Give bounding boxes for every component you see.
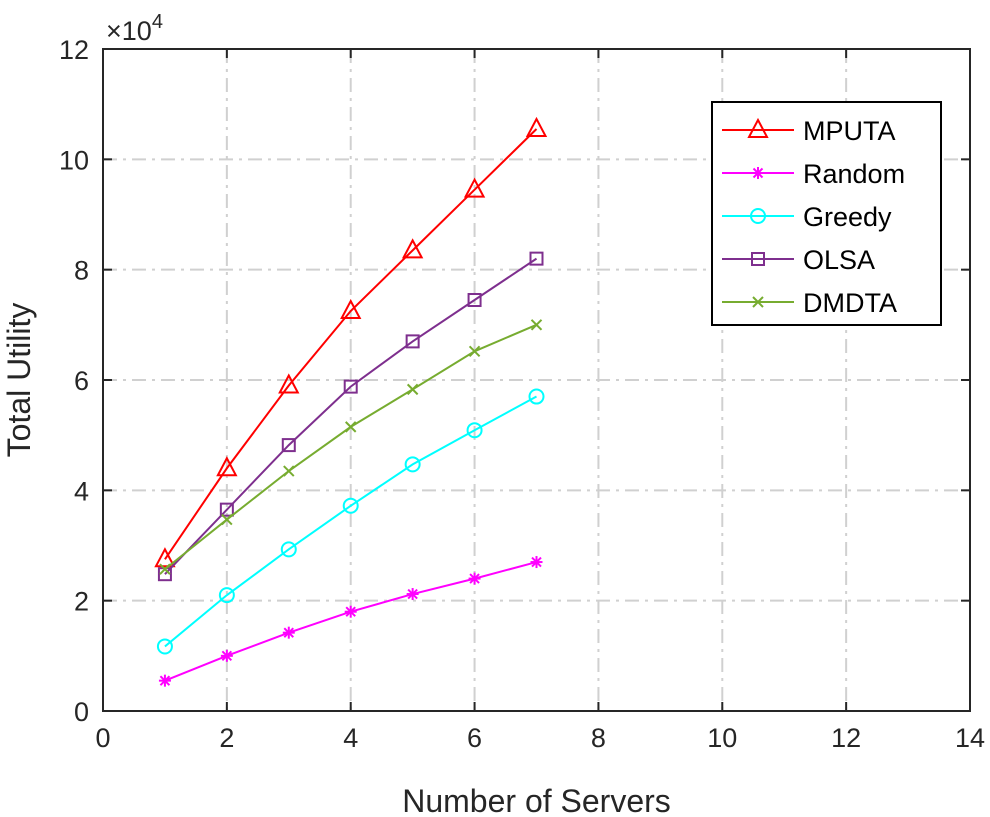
series-layer	[154, 116, 548, 687]
series-random	[158, 556, 543, 687]
series-line-greedy	[164, 395, 537, 648]
y-axis-exponent-power: 4	[152, 11, 163, 33]
data-point-greedy	[342, 497, 359, 514]
series-greedy	[156, 388, 545, 655]
legend-box	[711, 101, 942, 326]
legend-item-dmdta: DMDTA	[722, 288, 897, 318]
y-tick-label: 8	[74, 256, 89, 286]
legend-marker	[752, 296, 764, 308]
x-tick-label: 4	[343, 723, 358, 753]
series-line-olsa	[164, 257, 538, 575]
y-tick-label: 12	[59, 35, 89, 65]
series-olsa	[157, 251, 544, 582]
x-axis-label: Number of Servers	[402, 783, 671, 817]
legend-label: DMDTA	[803, 288, 897, 318]
data-point-olsa	[405, 334, 420, 349]
data-point-olsa	[529, 251, 544, 266]
data-point-mputa	[278, 373, 300, 394]
data-point-greedy	[466, 422, 483, 439]
data-point-olsa	[467, 293, 482, 308]
data-point-greedy	[218, 587, 235, 604]
legend: MPUTA Random Greedy OLSA DMDTA	[711, 101, 942, 326]
legend-item-greedy: Greedy	[722, 202, 892, 232]
data-point-greedy	[156, 638, 173, 655]
legend-marker	[752, 167, 764, 179]
data-point-mputa	[463, 177, 486, 198]
data-point-dmdta	[468, 345, 481, 358]
y-axis-label: Total Utility	[1, 303, 37, 458]
legend-item-olsa: OLSA	[722, 245, 875, 275]
data-point-greedy	[404, 456, 421, 473]
y-tick-label: 4	[74, 476, 89, 506]
data-point-olsa	[281, 438, 296, 453]
data-point-olsa	[343, 379, 358, 394]
x-tick-label: 0	[95, 723, 110, 753]
data-point-random	[344, 605, 357, 618]
y-tick-label: 10	[59, 145, 89, 175]
y-axis-exponent-base: ×10	[106, 16, 152, 46]
data-point-random	[530, 556, 543, 569]
data-point-random	[468, 572, 481, 585]
legend-marker	[747, 117, 769, 138]
legend-label: OLSA	[803, 245, 875, 275]
data-point-mputa	[216, 456, 238, 477]
y-tick-label: 6	[74, 366, 89, 396]
x-tick-label: 8	[591, 723, 606, 753]
data-point-greedy	[280, 541, 297, 558]
series-dmdta	[159, 319, 543, 575]
data-point-dmdta	[345, 421, 357, 433]
legend-item-mputa: MPUTA	[722, 116, 896, 146]
data-point-dmdta	[530, 319, 543, 331]
x-tick-label: 6	[467, 723, 482, 753]
legend-marker	[750, 208, 766, 224]
data-point-dmdta	[283, 465, 295, 477]
data-point-random	[282, 626, 295, 639]
data-point-random	[220, 649, 233, 662]
data-point-dmdta	[159, 563, 171, 575]
data-point-mputa	[401, 238, 424, 259]
x-tick-label: 12	[831, 723, 861, 753]
x-tick-label: 2	[219, 723, 234, 753]
data-point-dmdta	[221, 513, 233, 526]
data-point-mputa	[154, 547, 176, 568]
series-mputa	[154, 116, 548, 568]
axis-ticks: 0 2 4 6 8 10 12 14 0 2 4 6 8 10 12	[59, 35, 985, 753]
legend-label: MPUTA	[803, 116, 896, 146]
y-tick-label: 0	[74, 697, 89, 727]
legend-label: Random	[803, 159, 905, 189]
data-point-random	[158, 674, 171, 687]
x-tick-label: 14	[955, 723, 985, 753]
data-point-random	[406, 588, 419, 601]
data-point-olsa	[219, 502, 234, 517]
y-tick-label: 2	[74, 587, 89, 617]
y-axis-exponent: ×104	[106, 11, 163, 46]
legend-item-random: Random	[722, 159, 905, 189]
legend-marker	[751, 252, 765, 266]
data-point-mputa	[525, 116, 548, 137]
data-point-dmdta	[406, 383, 419, 396]
series-line-mputa	[164, 128, 538, 560]
axis-labels: Number of Servers Total Utility ×104	[1, 11, 671, 817]
data-point-greedy	[528, 388, 545, 405]
x-tick-label: 10	[707, 723, 737, 753]
data-point-mputa	[340, 298, 362, 320]
legend-label: Greedy	[803, 202, 892, 232]
